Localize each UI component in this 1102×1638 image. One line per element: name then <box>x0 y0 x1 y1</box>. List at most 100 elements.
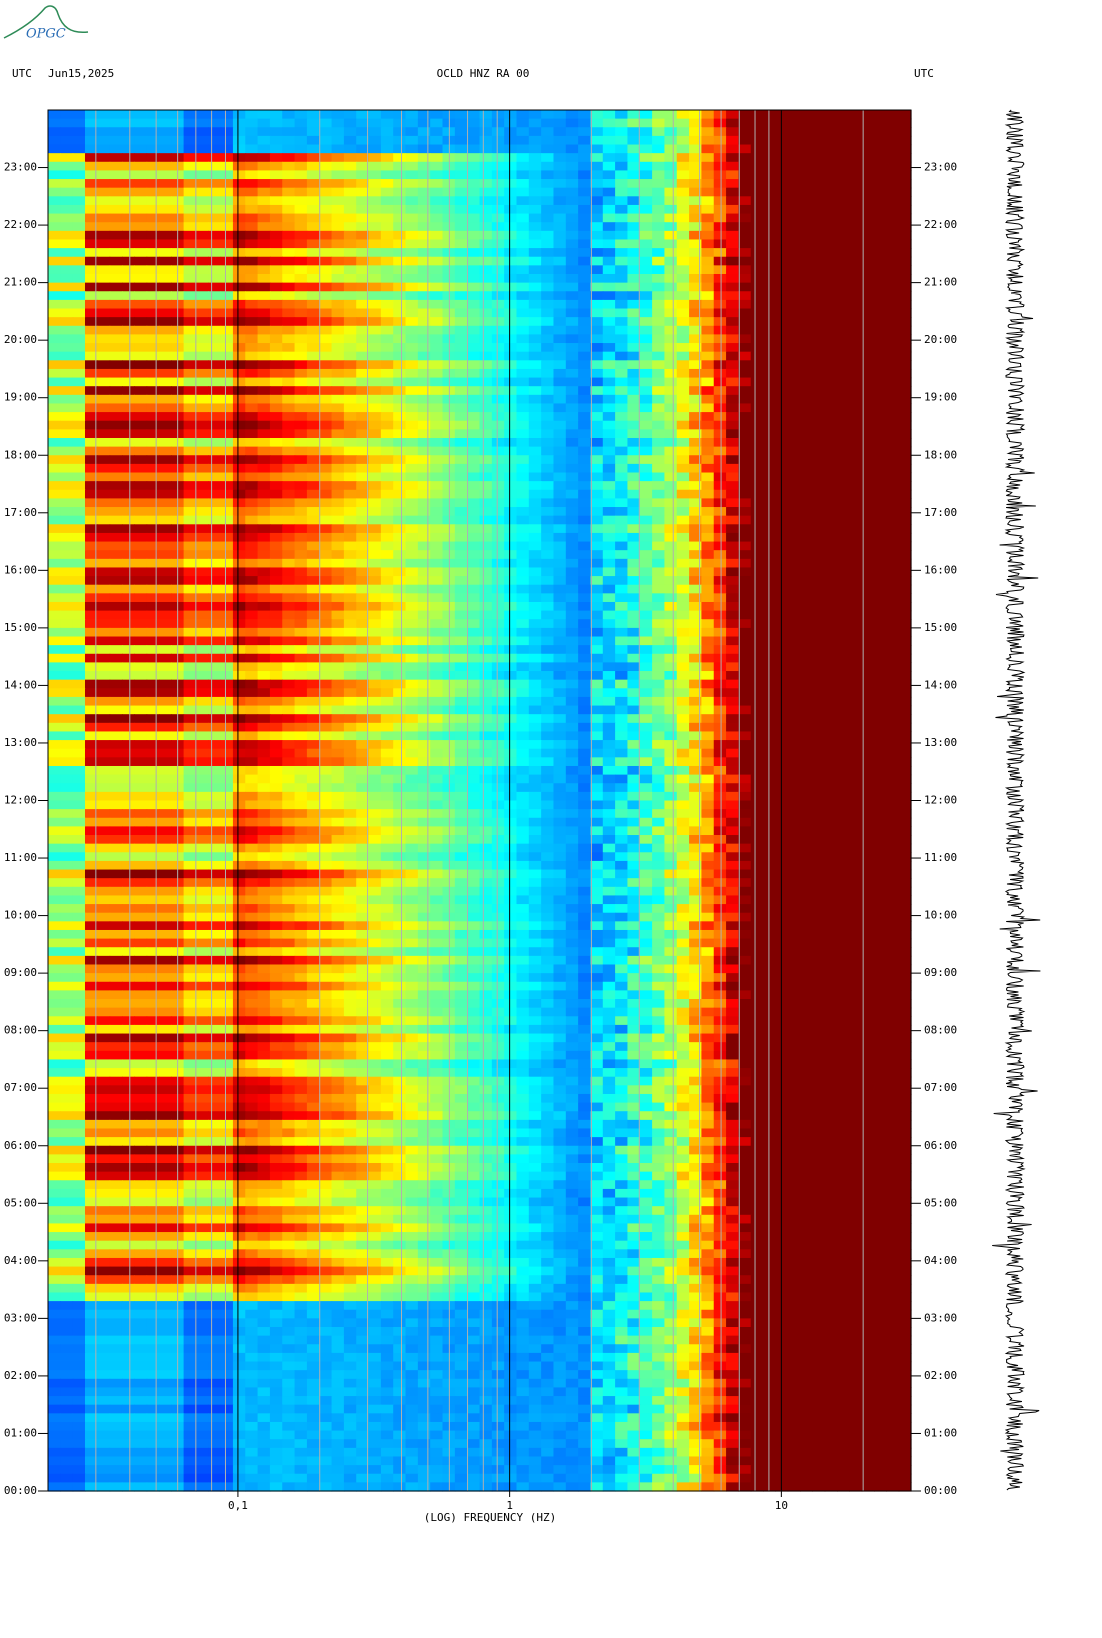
spectrogram-cell <box>195 662 209 672</box>
spectrogram-cell <box>134 679 148 689</box>
spectrogram-cell <box>479 610 493 620</box>
spectrogram-cell <box>837 515 850 525</box>
spectrogram-cell <box>417 524 431 534</box>
spectrogram-cell <box>60 481 74 491</box>
spectrogram-cell <box>232 118 246 128</box>
spectrogram-cell <box>380 412 394 422</box>
spectrogram-cell <box>676 550 690 560</box>
spectrogram-cell <box>639 118 653 128</box>
spectrogram-cell <box>738 291 752 301</box>
spectrogram-cell <box>245 299 259 310</box>
spectrogram-cell <box>72 403 86 413</box>
spectrogram-cell <box>48 273 61 284</box>
spectrogram-cell <box>763 256 776 266</box>
spectrogram-cell <box>615 248 629 258</box>
spectrogram-cell <box>109 325 123 336</box>
spectrogram-cell <box>504 498 518 508</box>
spectrogram-cell <box>158 455 172 465</box>
spectrogram-cell <box>578 446 592 456</box>
spectrogram-cell <box>750 498 764 508</box>
spectrogram-cell <box>393 714 407 724</box>
spectrogram-cell <box>479 412 493 422</box>
spectrogram-cell <box>676 584 690 594</box>
spectrogram-cell <box>331 489 345 499</box>
spectrogram-cell <box>220 144 234 154</box>
spectrogram-cell <box>886 170 900 180</box>
spectrogram-cell <box>726 377 739 387</box>
spectrogram-cell <box>726 222 739 232</box>
spectrogram-cell <box>652 213 666 223</box>
spectrogram-cell <box>269 144 283 154</box>
spectrogram-cell <box>343 489 357 499</box>
spectrogram-cell <box>343 420 357 430</box>
spectrogram-cell <box>393 481 407 491</box>
spectrogram-cell <box>109 256 123 266</box>
spectrogram-cell <box>306 213 320 223</box>
spectrogram-cell <box>232 265 246 275</box>
spectrogram-cell <box>430 394 444 405</box>
spectrogram-cell <box>824 601 838 612</box>
spectrogram-cell <box>578 153 592 163</box>
spectrogram-cell <box>837 386 850 396</box>
spectrogram-cell <box>84 507 98 517</box>
spectrogram-cell <box>109 584 123 594</box>
spectrogram-cell <box>516 489 530 499</box>
spectrogram-cell <box>898 576 912 586</box>
spectrogram-cell <box>886 291 900 301</box>
spectrogram-cell <box>121 524 135 534</box>
spectrogram-cell <box>627 705 641 715</box>
spectrogram-cell <box>639 507 653 517</box>
spectrogram-cell <box>639 541 653 551</box>
spectrogram-cell <box>479 368 493 379</box>
spectrogram-cell <box>380 558 394 569</box>
spectrogram-cell <box>282 619 296 629</box>
spectrogram-cell <box>516 696 530 707</box>
spectrogram-cell <box>578 179 592 189</box>
spectrogram-cell <box>615 135 629 146</box>
spectrogram-cell <box>837 170 850 180</box>
spectrogram-cell <box>479 593 493 603</box>
spectrogram-cell <box>504 153 518 163</box>
spectrogram-cell <box>738 239 752 249</box>
spectrogram-cell <box>578 360 592 370</box>
spectrogram-cell <box>886 222 900 232</box>
spectrogram-cell <box>405 541 419 551</box>
spectrogram-cell <box>861 282 875 292</box>
spectrogram-cell <box>787 515 801 525</box>
spectrogram-cell <box>343 403 357 413</box>
spectrogram-cell <box>800 368 813 379</box>
spectrogram-cell <box>97 291 111 301</box>
spectrogram-cell <box>60 110 74 120</box>
spectrogram-cell <box>590 343 604 353</box>
spectrogram-cell <box>257 584 271 594</box>
spectrogram-cell <box>726 463 739 474</box>
spectrogram-cell <box>627 507 641 517</box>
spectrogram-cell <box>750 230 764 241</box>
spectrogram-cell <box>257 351 271 361</box>
spectrogram-cell <box>454 601 468 612</box>
spectrogram-cell <box>824 619 838 629</box>
spectrogram-cell <box>282 679 296 689</box>
spectrogram-cell <box>380 179 394 189</box>
spectrogram-cell <box>195 325 209 336</box>
spectrogram-cell <box>109 368 123 379</box>
spectrogram-cell <box>282 671 296 681</box>
spectrogram-cell <box>331 256 345 266</box>
spectrogram-cell <box>343 325 357 336</box>
spectrogram-cell <box>430 446 444 456</box>
spectrogram-cell <box>306 196 320 206</box>
spectrogram-cell <box>269 273 283 284</box>
spectrogram-cell <box>750 317 764 327</box>
spectrogram-cell <box>72 532 86 543</box>
spectrogram-cell <box>849 481 863 491</box>
spectrogram-cell <box>516 627 530 638</box>
spectrogram-cell <box>84 144 98 154</box>
spectrogram-cell <box>109 127 123 137</box>
spectrogram-cell <box>824 273 838 284</box>
spectrogram-cell <box>578 420 592 430</box>
spectrogram-cell <box>874 489 887 499</box>
spectrogram-cell <box>886 524 900 534</box>
spectrogram-cell <box>306 645 320 655</box>
spectrogram-cell <box>97 420 111 430</box>
spectrogram-cell <box>454 662 468 672</box>
